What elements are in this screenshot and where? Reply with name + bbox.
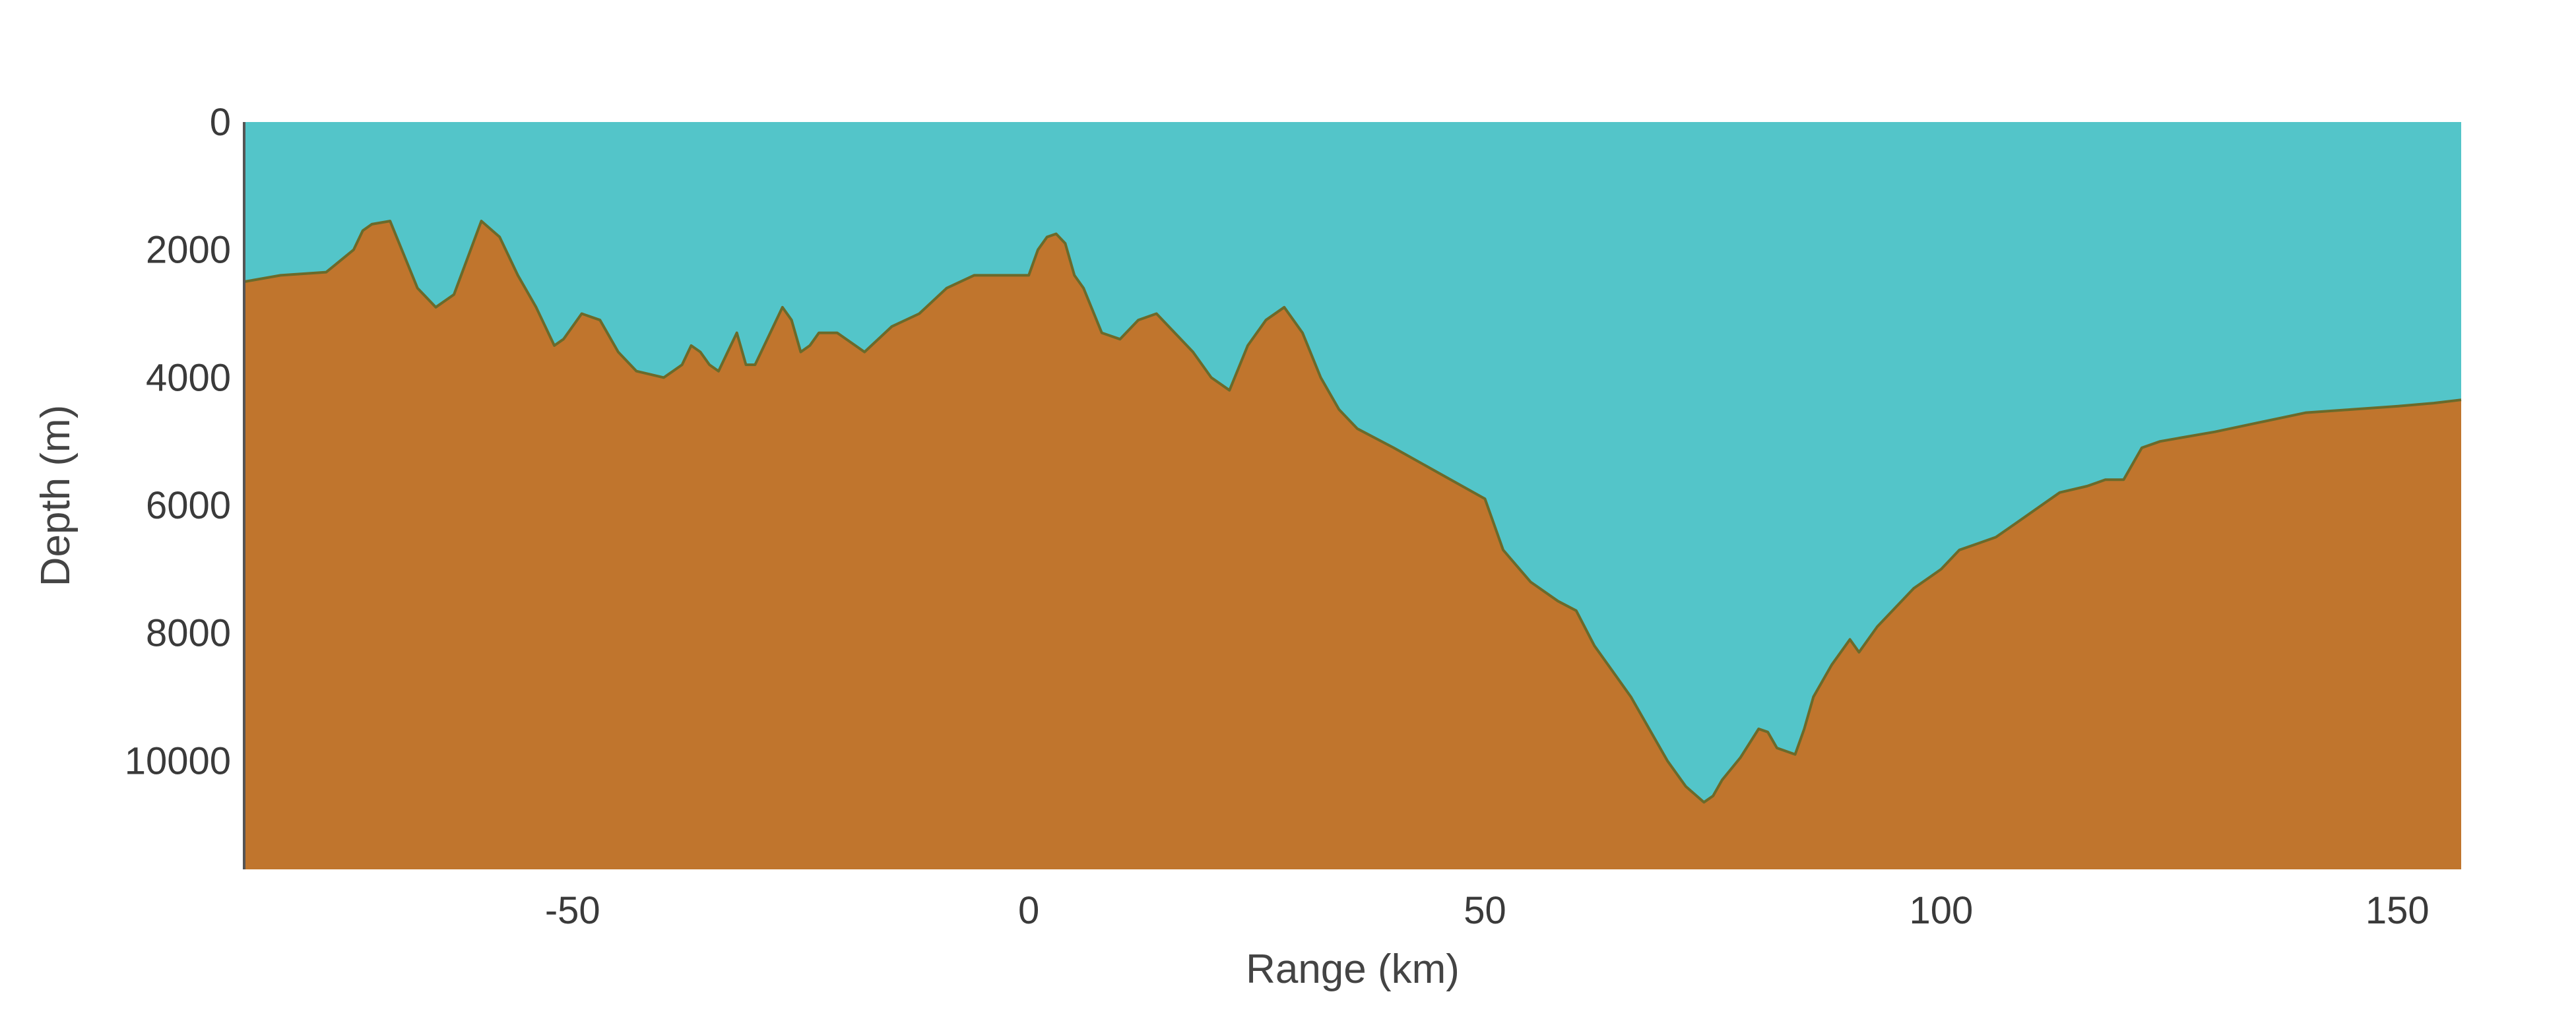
x-tick-label: -50 [545, 889, 600, 932]
seafloor-area [244, 221, 2461, 870]
y-tick-label: 10000 [125, 739, 231, 782]
y-tick-label: 8000 [146, 612, 231, 655]
x-tick-label: 150 [2366, 889, 2430, 932]
y-tick-label: 4000 [146, 356, 231, 399]
y-tick-label: 2000 [146, 229, 231, 272]
y-tick-labels: 0 2000 4000 6000 8000 10000 [125, 101, 231, 782]
x-axis-title: Range (km) [1246, 947, 1460, 992]
x-tick-label: 0 [1018, 889, 1039, 932]
y-axis-title: Depth (m) [33, 405, 79, 587]
y-tick-label: 6000 [146, 484, 231, 527]
x-tick-label: 50 [1464, 889, 1506, 932]
x-tick-label: 100 [1909, 889, 1973, 932]
y-tick-label: 0 [210, 101, 231, 144]
seafloor-outline [243, 220, 2462, 804]
x-tick-labels: -50 0 50 100 150 [545, 889, 2430, 932]
